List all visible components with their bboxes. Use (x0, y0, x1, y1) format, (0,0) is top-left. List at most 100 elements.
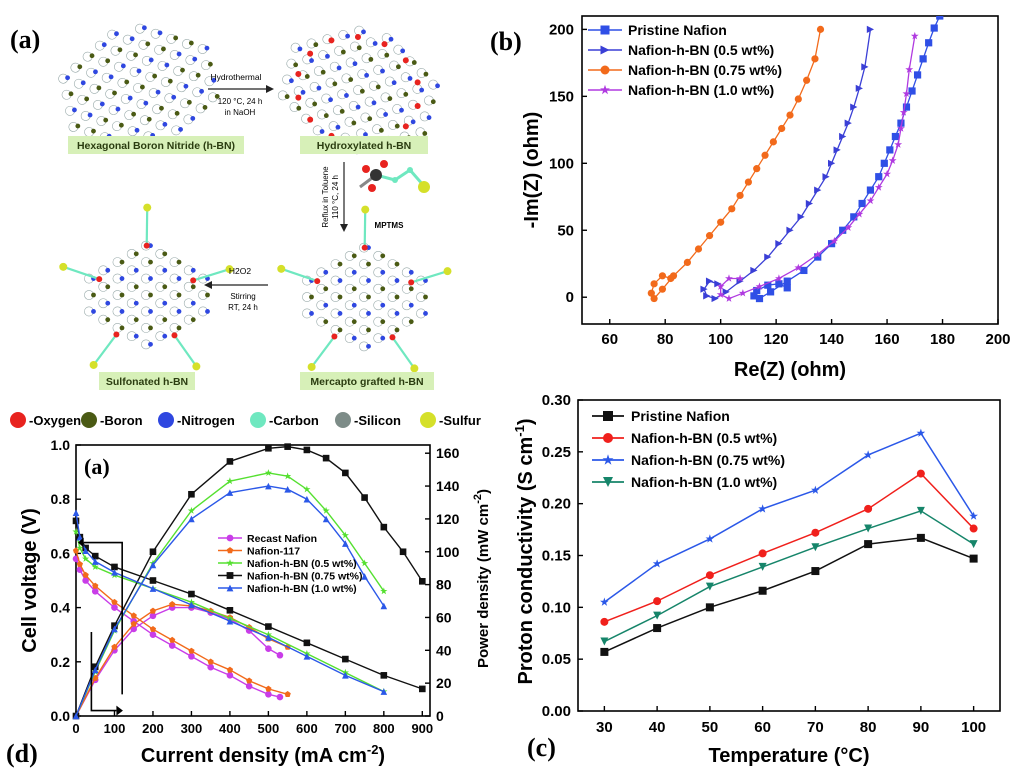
legend-label-nafion-h-bn-0-5-wt: Nafion-h-BN (0.5 wt%) (631, 430, 777, 446)
lattice-atom (161, 46, 166, 52)
y2-axis-label-sup: -2 (472, 494, 484, 504)
power-point-nafion-h-bn-0-75-wt (361, 494, 368, 501)
lattice-atom (205, 309, 210, 314)
data-point-pristine-nafion (750, 292, 758, 300)
lattice-atom (364, 72, 370, 78)
x-tick-label: 60 (754, 719, 771, 736)
data-point-nafion-h-bn-0-5-wt (736, 277, 744, 285)
step3-cond1: Stirring (230, 292, 255, 301)
lattice-atom (124, 79, 130, 85)
voltage-point-nafion-117 (265, 685, 272, 692)
data-point-nafion-h-bn-0-75-wt (753, 165, 761, 173)
x-axis-label: Current density (mA cm-2) (141, 742, 385, 767)
legend-marker-nafion-h-bn-1-0-wt (603, 477, 613, 487)
data-point-nafion-h-bn-0-75-wt (969, 511, 978, 520)
power-point-nafion-h-bn-0-75-wt (188, 490, 195, 498)
step1-arrowhead (266, 85, 274, 93)
legend-label-nafion-h-bn-0-75-wt: Nafion-h-BN (0.75 wt%) (247, 571, 363, 583)
lattice-atom (143, 100, 149, 106)
data-point-nafion-h-bn-0-75-wt (658, 285, 667, 293)
x-tick-label: 70 (807, 719, 824, 736)
lattice-atom (157, 30, 163, 36)
lattice-atom (183, 83, 189, 89)
lattice-atom (148, 259, 153, 265)
power-point-nafion-h-bn-1-0-wt (226, 489, 234, 496)
lattice-atom (380, 286, 386, 292)
data-point-nafion-h-bn-0-5-wt (814, 186, 822, 194)
arrowhead-left (78, 537, 84, 548)
x-axis-label-main: Current density (mA cm (141, 745, 367, 767)
lattice-atom (171, 94, 177, 100)
data-point-nafion-h-bn-0-75-wt (811, 485, 820, 494)
lattice-atom (419, 87, 425, 93)
data-point-nafion-h-bn-0-75-wt (652, 559, 662, 568)
lattice-atom (176, 259, 182, 265)
atom-legend-label-carbon: -Carbon (269, 413, 319, 428)
chain-terminal (225, 265, 234, 274)
lattice-atom (103, 117, 109, 123)
lattice-atom (319, 129, 325, 134)
data-point-nafion-h-bn-1-0-wt (758, 562, 767, 571)
voltage-point-recast-nafion (168, 642, 176, 649)
anchor-oxygen (314, 278, 321, 285)
data-point-nafion-h-bn-0-75-wt (758, 504, 767, 513)
lattice-atom (214, 93, 220, 99)
atom-legend-label-nitrogen: -Nitrogen (177, 413, 235, 428)
lattice-atom (394, 311, 400, 316)
lattice-atom (91, 128, 96, 134)
y2-tick-label: 160 (436, 445, 460, 461)
x-axis-label: Temperature (°C) (709, 745, 870, 767)
voltage-point-nafion-h-bn-1-0-wt (82, 547, 89, 554)
data-point-nafion-h-bn-0-5-wt (916, 469, 925, 478)
lattice-atom (422, 131, 428, 136)
mptms-chain (280, 267, 318, 283)
data-point-nafion-h-bn-0-75-wt (650, 280, 658, 288)
y2-tick-label: 60 (436, 609, 452, 625)
lattice-atom (435, 83, 440, 89)
hydroxyl-group (414, 79, 421, 86)
lattice-atom (205, 292, 210, 298)
y-tick-label: 0.2 (51, 654, 71, 670)
data-point-nafion-h-bn-0-75-wt (769, 138, 777, 146)
voltage-point-nafion-h-bn-0-75-wt (342, 655, 349, 663)
y-tick-label: 200 (549, 21, 574, 38)
power-point-recast-nafion (130, 625, 138, 633)
data-point-nafion-h-bn-0-75-wt (778, 124, 786, 133)
lattice-atom (178, 127, 183, 132)
lattice-atom (328, 97, 333, 103)
data-point-pristine-nafion (858, 199, 866, 208)
lattice-atom (77, 64, 83, 70)
lattice-atom (366, 343, 371, 349)
anchor-oxygen (113, 331, 120, 338)
data-point-nafion-h-bn-0-75-wt (811, 55, 819, 63)
atom-legend-swatch-nitrogen (158, 412, 174, 428)
lattice-atom (359, 88, 365, 94)
lattice-atom (148, 325, 153, 331)
voltage-point-nafion-h-bn-0-5-wt (91, 563, 99, 570)
y2-tick-label: 20 (436, 675, 452, 691)
data-point-nafion-h-bn-0-75-wt (816, 25, 825, 33)
step3-label: H2O2 (229, 266, 251, 276)
lattice-atom (351, 302, 357, 308)
voltage-point-recast-nafion (226, 672, 234, 679)
y-tick-label: 50 (557, 222, 574, 239)
data-point-nafion-h-bn-0-5-wt (797, 213, 805, 221)
voltage-point-recast-nafion (265, 691, 272, 698)
voltage-point-recast-nafion (207, 663, 214, 671)
x-axis-label-sup: -2 (367, 742, 379, 757)
lattice-atom (309, 294, 314, 300)
lattice-atom (174, 110, 180, 116)
data-point-nafion-h-bn-0-75-wt (761, 151, 769, 159)
data-point-pristine-nafion (897, 119, 905, 127)
voltage-point-nafion-h-bn-0-5-wt (76, 544, 84, 552)
lattice-atom (195, 72, 201, 78)
lattice-atom (384, 52, 390, 58)
data-point-nafion-h-bn-1-0-wt (775, 274, 783, 282)
power-point-nafion-h-bn-1-0-wt (265, 482, 272, 490)
data-point-pristine-nafion (705, 603, 714, 612)
atom-legend-swatch-oxygen (10, 412, 26, 428)
chain-terminal (410, 364, 419, 373)
anchor-oxygen (171, 332, 178, 339)
hbn-sheet-mercapto (277, 205, 452, 373)
voltage-point-nafion-117 (130, 612, 137, 619)
